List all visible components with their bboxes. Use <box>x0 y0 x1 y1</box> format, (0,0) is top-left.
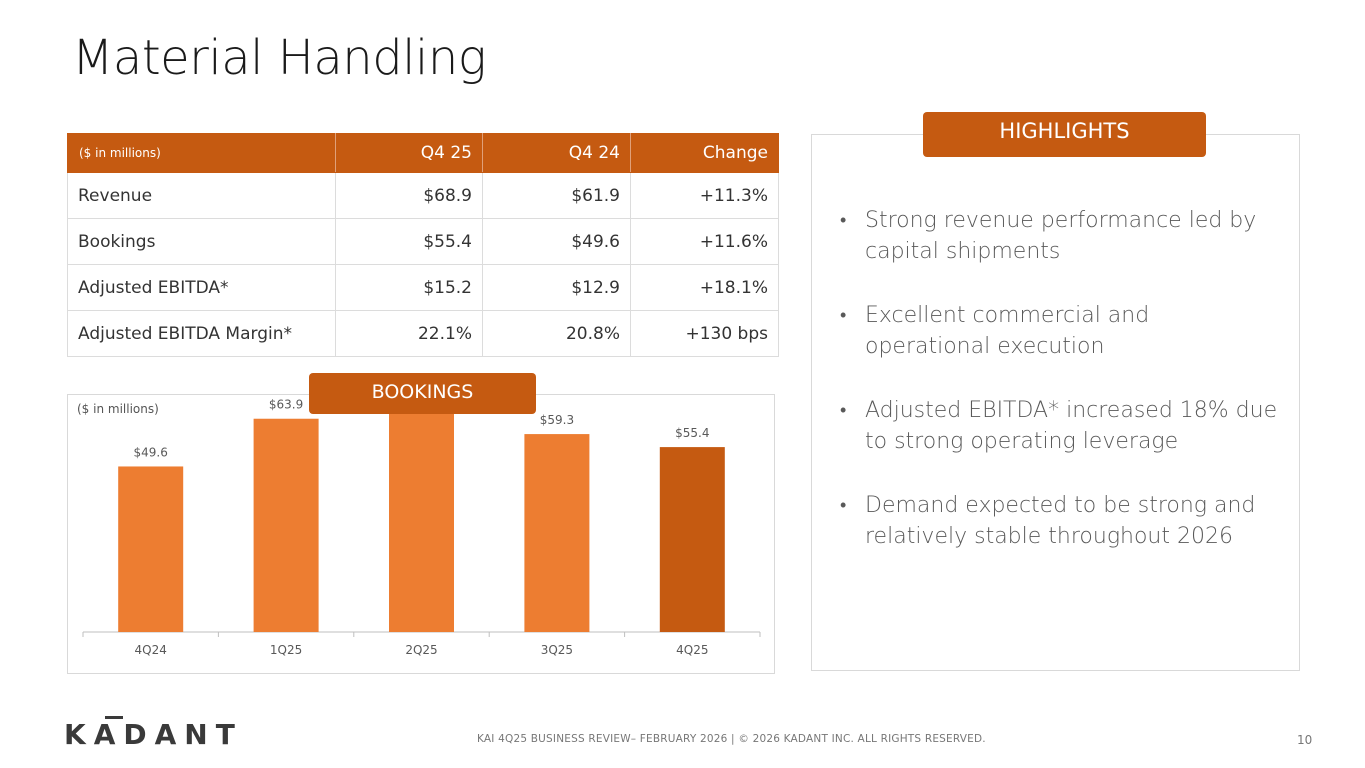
data-label: $63.9 <box>269 398 303 412</box>
row-q4-24: $61.9 <box>482 172 631 219</box>
header-q4-25: Q4 25 <box>335 133 483 173</box>
row-label: Adjusted EBITDA Margin* <box>67 310 336 357</box>
highlight-item: • Excellent commercial and operational e… <box>840 300 1280 362</box>
data-label: $49.6 <box>134 445 168 459</box>
kadant-logo: KADANT <box>64 718 243 751</box>
bar-4q24 <box>118 466 184 632</box>
row-q4-24: $12.9 <box>482 264 631 311</box>
x-tick-label: 3Q25 <box>541 643 573 657</box>
highlight-text: Excellent commercial and operational exe… <box>865 303 1150 359</box>
table-row: Revenue $68.9 $61.9 +11.3% <box>67 172 779 219</box>
highlights-badge: HIGHLIGHTS <box>923 112 1206 157</box>
footer-text: KAI 4Q25 BUSINESS REVIEW– FEBRUARY 2026 … <box>477 733 986 745</box>
highlight-text: Adjusted EBITDA* increased 18% due to st… <box>865 398 1278 454</box>
header-units: ($ in millions) <box>67 133 336 173</box>
row-q4-25: 22.1% <box>335 310 483 357</box>
highlight-item: • Strong revenue performance led by capi… <box>840 205 1280 267</box>
bullet-icon: • <box>840 495 847 516</box>
bullet-icon: • <box>840 210 847 231</box>
x-tick-label: 4Q24 <box>135 643 167 657</box>
highlight-text: Demand expected to be strong and relativ… <box>865 493 1256 549</box>
row-change: +11.3% <box>630 172 779 219</box>
row-label: Adjusted EBITDA* <box>67 264 336 311</box>
header-q4-24: Q4 24 <box>482 133 631 173</box>
bullet-icon: • <box>840 400 847 421</box>
bar-3q25 <box>524 434 590 632</box>
page-title: Material Handling <box>72 30 487 86</box>
row-q4-24: $49.6 <box>482 218 631 265</box>
bar-1q25 <box>253 418 319 632</box>
row-q4-25: $15.2 <box>335 264 483 311</box>
x-tick-label: 2Q25 <box>405 643 437 657</box>
row-change: +18.1% <box>630 264 779 311</box>
logo-macron <box>105 716 123 719</box>
highlight-item: • Adjusted EBITDA* increased 18% due to … <box>840 395 1280 457</box>
x-tick-label: 4Q25 <box>676 643 708 657</box>
highlight-list: • Strong revenue performance led by capi… <box>840 205 1280 585</box>
metrics-table: ($ in millions) Q4 25 Q4 24 Change Reven… <box>67 133 779 357</box>
header-change: Change <box>630 133 779 173</box>
bar-4q25 <box>659 447 725 632</box>
row-label: Revenue <box>67 172 336 219</box>
data-label: $59.3 <box>540 413 574 427</box>
chart-unit-label: ($ in millions) <box>77 402 159 416</box>
table-row: Adjusted EBITDA* $15.2 $12.9 +18.1% <box>67 264 779 311</box>
bullet-icon: • <box>840 305 847 326</box>
data-label: $55.4 <box>675 426 709 440</box>
row-label: Bookings <box>67 218 336 265</box>
row-change: +11.6% <box>630 218 779 265</box>
row-change: +130 bps <box>630 310 779 357</box>
row-q4-25: $55.4 <box>335 218 483 265</box>
highlight-item: • Demand expected to be strong and relat… <box>840 490 1280 552</box>
bookings-badge: BOOKINGS <box>309 373 536 414</box>
page-number: 10 <box>1297 733 1313 747</box>
x-tick-label: 1Q25 <box>270 643 302 657</box>
highlight-text: Strong revenue performance led by capita… <box>865 208 1257 264</box>
table-row: Bookings $55.4 $49.6 +11.6% <box>67 218 779 265</box>
bar-2q25 <box>389 395 454 632</box>
table-header-row: ($ in millions) Q4 25 Q4 24 Change <box>67 133 779 173</box>
table-row: Adjusted EBITDA Margin* 22.1% 20.8% +130… <box>67 310 779 357</box>
